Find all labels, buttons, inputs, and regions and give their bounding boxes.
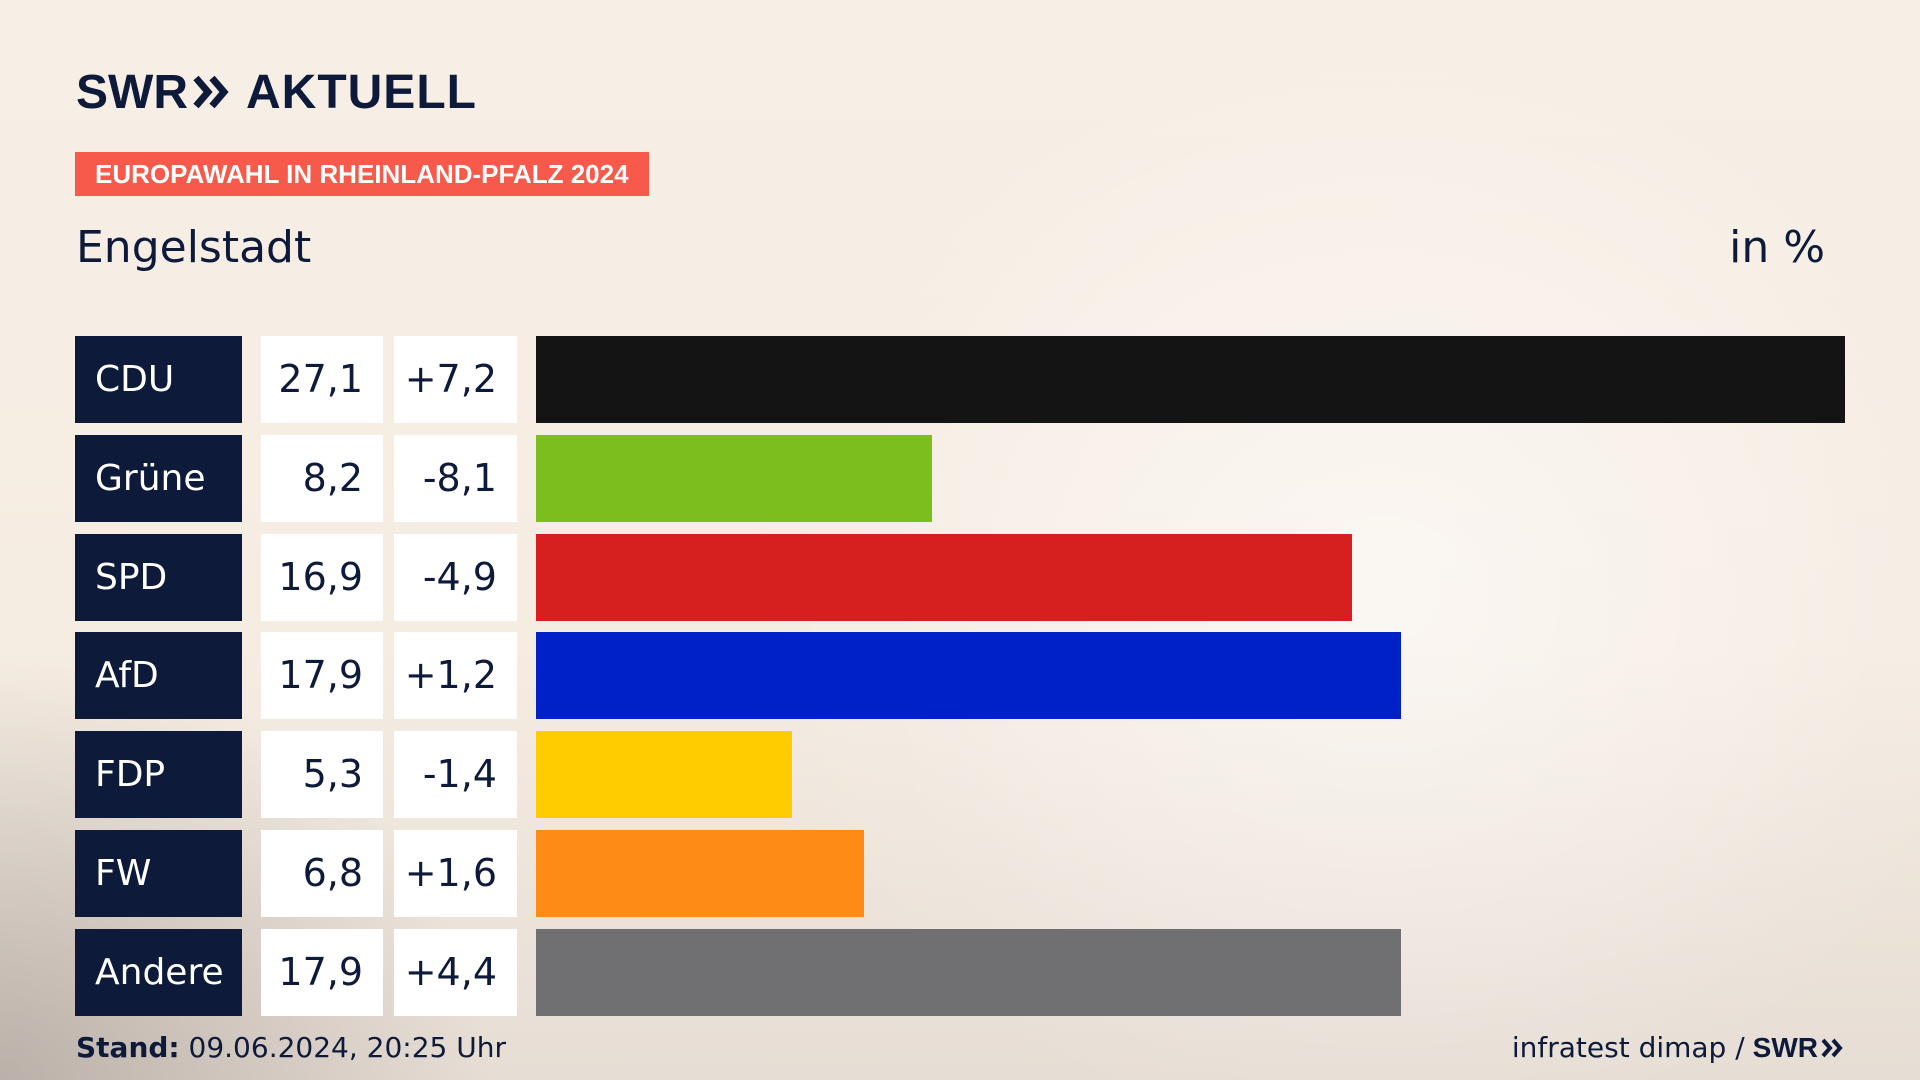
vote-share-label: 17,9 — [261, 632, 383, 720]
logo-suffix: AKTUELL — [245, 65, 477, 119]
change-label: +4,4 — [394, 928, 517, 1016]
party-label: FW — [75, 830, 242, 917]
timestamp-label: Stand: — [76, 1031, 180, 1064]
source-text: infratest dimap / — [1511, 1031, 1745, 1064]
result-bar — [536, 434, 933, 522]
region-title: Engelstadt — [76, 222, 312, 273]
vote-share-label: 5,3 — [261, 731, 383, 819]
unit-label: in % — [1729, 222, 1825, 273]
result-bar — [536, 632, 1401, 720]
change-label: -4,9 — [394, 533, 517, 621]
result-row: SPD 16,9 -4,9 — [75, 533, 1845, 621]
logo-brand: SWR — [76, 65, 188, 119]
result-row: Grüne 8,2 -8,1 — [75, 434, 1845, 522]
result-row: FDP 5,3 -1,4 — [75, 731, 1845, 819]
source-brand: SWR — [1752, 1032, 1818, 1063]
result-bar — [536, 830, 865, 917]
party-label: AfD — [75, 632, 242, 720]
result-bar — [536, 928, 1401, 1016]
vote-share-label: 16,9 — [261, 533, 383, 621]
timestamp: Stand: 09.06.2024, 20:25 Uhr — [76, 1030, 506, 1066]
source-credit: infratest dimap / SWR — [1512, 1030, 1845, 1066]
change-label: +7,2 — [394, 336, 517, 423]
change-label: -1,4 — [394, 731, 517, 819]
double-chevron-icon — [193, 75, 229, 109]
party-label: Grüne — [75, 434, 242, 522]
result-bar — [536, 336, 1845, 423]
swr-aktuell-logo: SWR AKTUELL — [76, 66, 477, 119]
timestamp-value: 09.06.2024, 20:25 Uhr — [188, 1031, 506, 1064]
change-label: -8,1 — [394, 434, 517, 522]
party-label: FDP — [75, 731, 242, 819]
change-label: +1,6 — [394, 830, 517, 917]
party-label: SPD — [75, 533, 242, 621]
change-label: +1,2 — [394, 632, 517, 720]
result-bar — [536, 731, 792, 819]
election-badge: EUROPAWAHL IN RHEINLAND-PFALZ 2024 — [75, 152, 649, 196]
result-row: AfD 17,9 +1,2 — [75, 632, 1845, 720]
result-bar — [536, 533, 1353, 621]
vote-share-label: 8,2 — [261, 434, 383, 522]
vote-share-label: 6,8 — [261, 830, 383, 917]
double-chevron-icon — [1821, 1038, 1843, 1058]
result-row: Andere 17,9 +4,4 — [75, 928, 1845, 1016]
vote-share-label: 17,9 — [261, 928, 383, 1016]
party-label: CDU — [75, 336, 242, 423]
vote-share-label: 27,1 — [261, 336, 383, 423]
result-row: FW 6,8 +1,6 — [75, 830, 1845, 917]
result-row: CDU 27,1 +7,2 — [75, 336, 1845, 423]
party-label: Andere — [75, 928, 242, 1016]
source-brand-logo: SWR — [1753, 1030, 1845, 1066]
